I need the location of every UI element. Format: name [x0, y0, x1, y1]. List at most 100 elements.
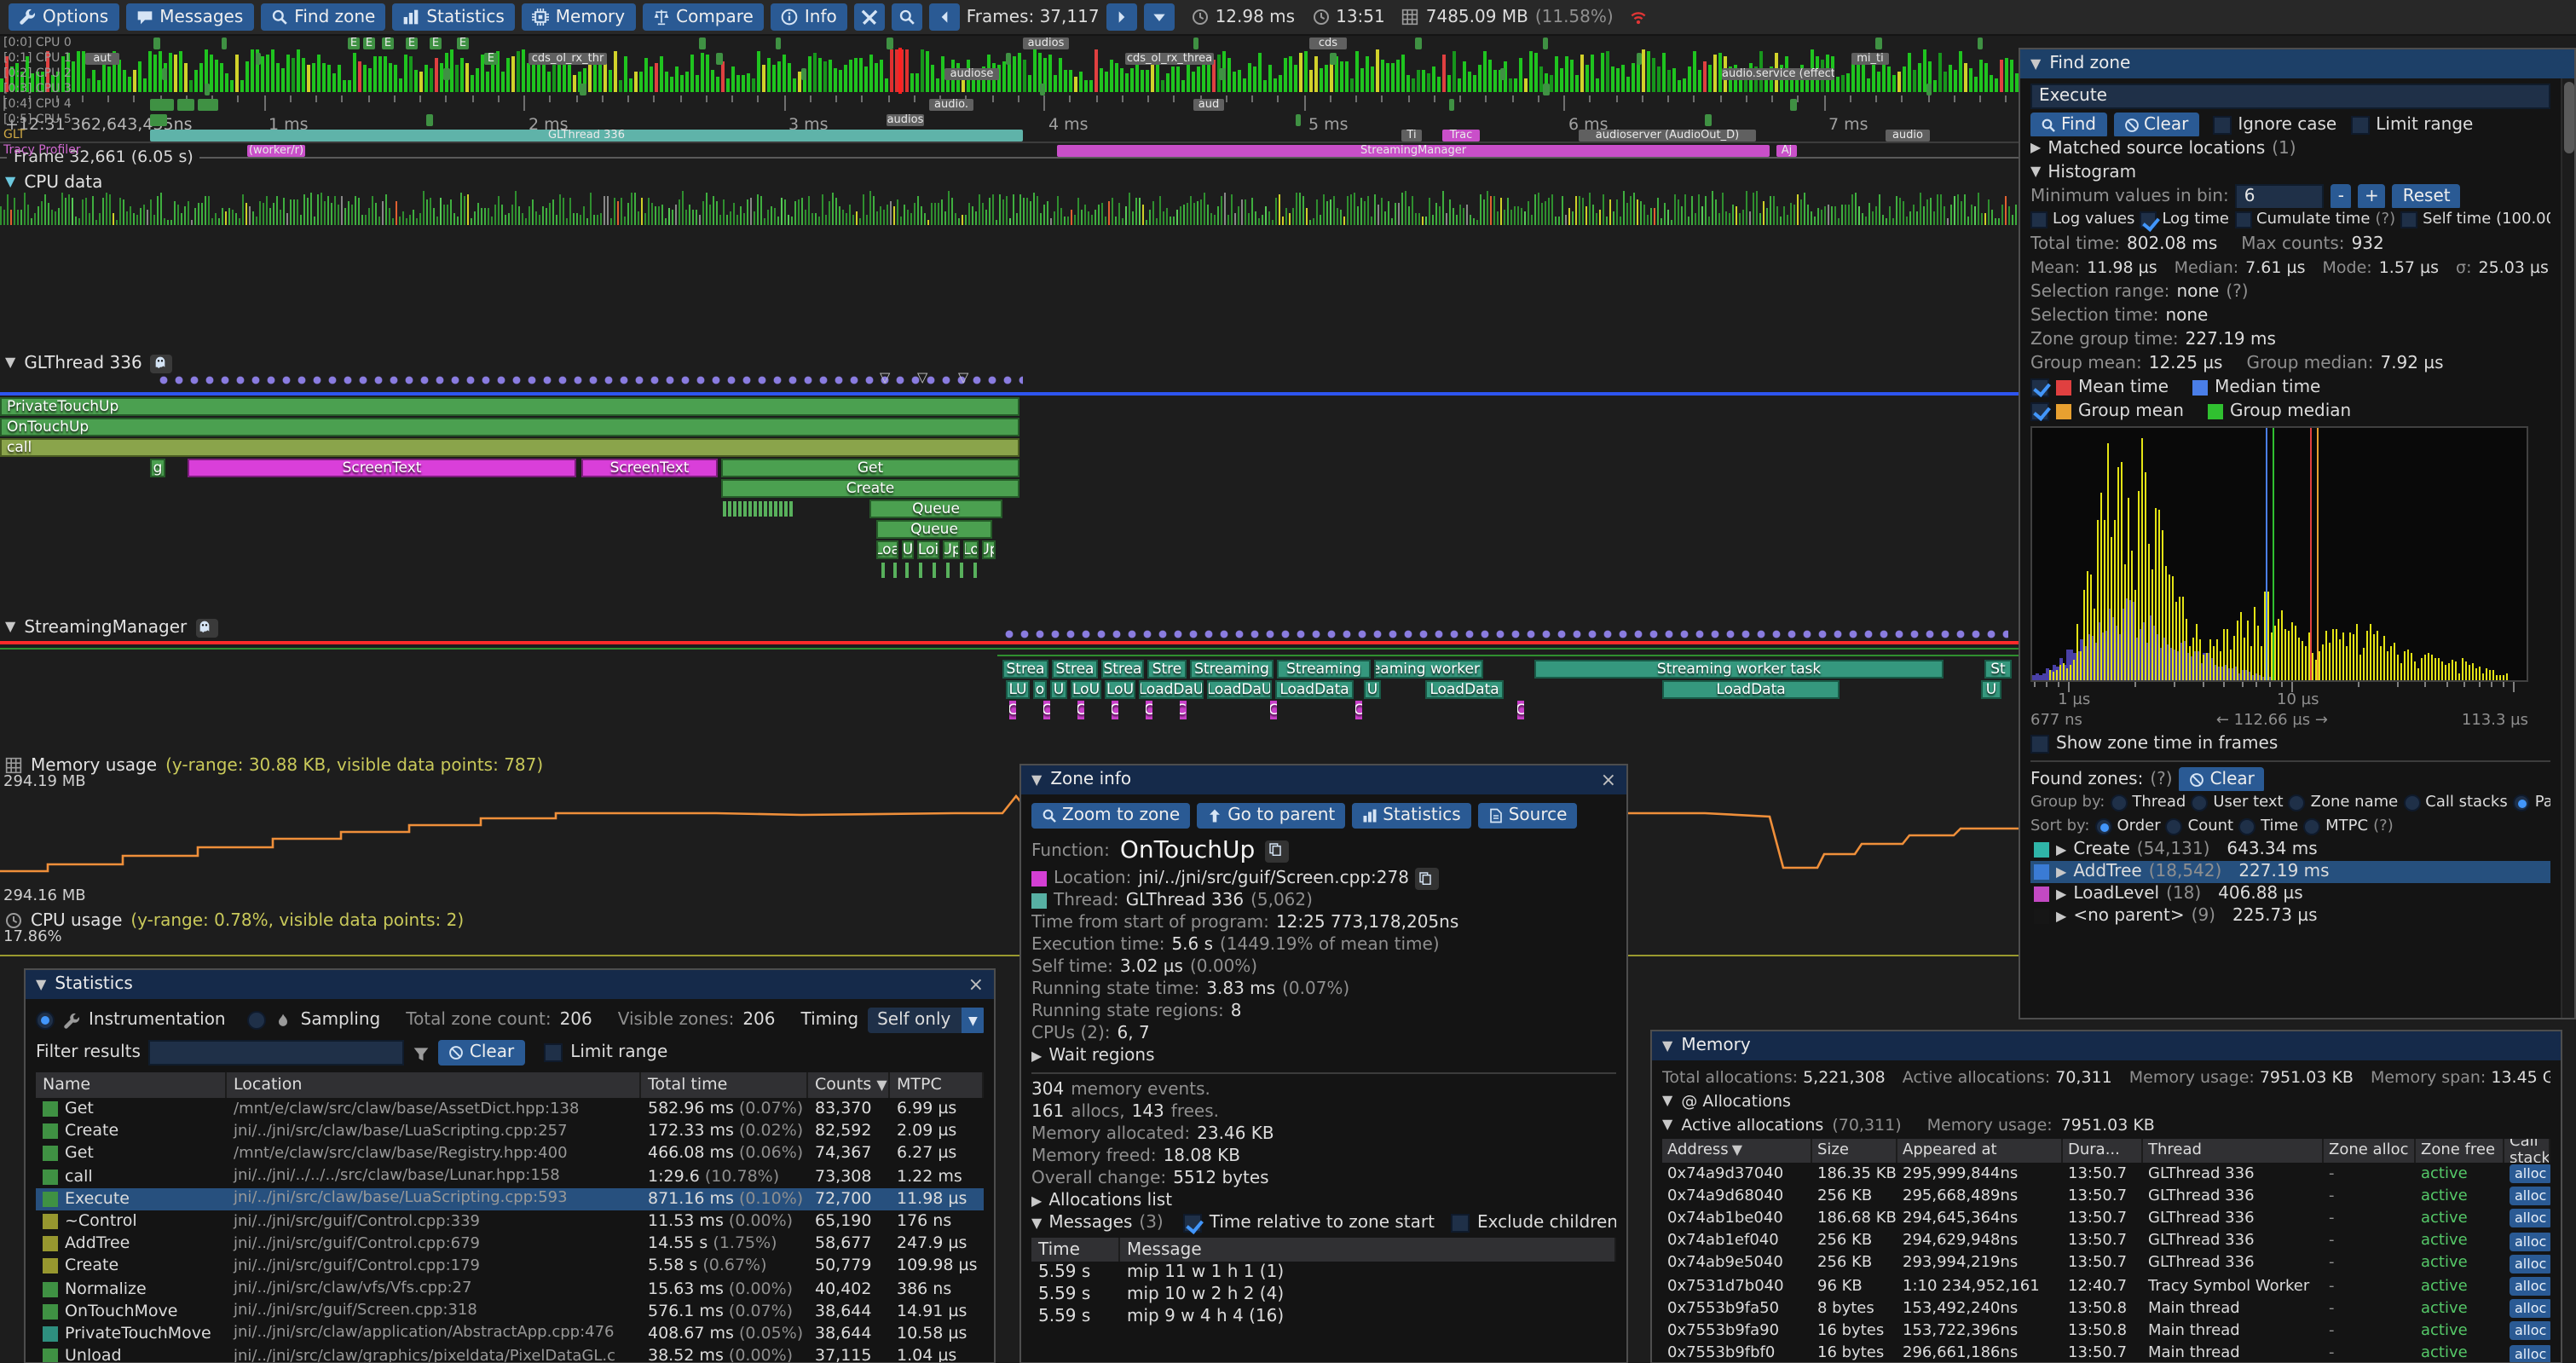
reset-button[interactable]: Reset: [2392, 184, 2461, 208]
cpu-zone[interactable]: [1296, 114, 1301, 126]
go-to-parent-button[interactable]: Go to parent: [1197, 803, 1346, 829]
message-marker-icon[interactable]: ▽: [958, 370, 969, 385]
cpu-zone-glthread-336[interactable]: GLThread 336: [150, 130, 1023, 141]
zone-c[interactable]: C: [1270, 701, 1277, 719]
column-header-appeared-at[interactable]: Appeared at: [1897, 1139, 2063, 1163]
cpu-zone-e[interactable]: E: [457, 38, 469, 49]
allocation-row[interactable]: 0x7553b9fa50 8 bytes 153,492,240ns 13:50.8 M…: [1662, 1297, 2550, 1320]
cpu-zone[interactable]: [1978, 38, 1983, 49]
cpu-zone[interactable]: [1330, 53, 1337, 65]
message-row[interactable]: 5.59 s mip 9 w 4 h 4 (16): [1038, 1308, 1285, 1326]
zone-g[interactable]: g: [150, 459, 165, 477]
zone-tick[interactable]: [905, 563, 909, 578]
scrollbar[interactable]: [2561, 78, 2574, 1018]
cpu-zone[interactable]: [1926, 84, 1932, 95]
instrumentation-radio[interactable]: [36, 1011, 55, 1030]
zone-tick[interactable]: [774, 501, 777, 517]
zone-c[interactable]: C: [1112, 701, 1118, 719]
toolbar-button-info[interactable]: Info: [770, 3, 847, 31]
zone-u[interactable]: U: [1981, 680, 2001, 699]
glthread-header[interactable]: ▼ GLThread 336: [5, 353, 173, 373]
gl-messages-row[interactable]: ▽ ▽ ▽: [157, 370, 1023, 387]
zone-streaming-worker-tas[interactable]: Streaming worker tas: [1374, 660, 1483, 679]
close-icon[interactable]: ×: [967, 973, 984, 996]
zone-c[interactable]: C: [1009, 701, 1016, 719]
statistics-titlebar[interactable]: ▼ Statistics ×: [26, 970, 994, 999]
zone-tick[interactable]: [881, 563, 885, 578]
sampling-radio[interactable]: [247, 1011, 267, 1030]
zone-tick[interactable]: [733, 501, 736, 517]
column-header-zone-free[interactable]: Zone free: [2416, 1139, 2504, 1163]
allocation-row[interactable]: 0x74a9d68040 256 KB 295,668,489ns 13:50.7 GL…: [1662, 1185, 2550, 1207]
clear-groups-button[interactable]: Clear: [2179, 767, 2265, 791]
alloc-callstack-button[interactable]: alloc: [2510, 1187, 2550, 1206]
cpu-zone[interactable]: [1415, 38, 1422, 49]
cpu-zone-ti[interactable]: Ti: [1401, 130, 1422, 141]
message-marker-icon[interactable]: ▽: [880, 370, 891, 385]
zone-tick[interactable]: [754, 501, 757, 517]
group-by-radio-parent[interactable]: [2512, 794, 2530, 811]
cpu-zone-cds-ol-rx-threa[interactable]: cds_ol_rx_threa: [1125, 53, 1214, 65]
message-row[interactable]: 5.59 s mip 10 w 2 h 2 (4): [1038, 1285, 1285, 1304]
zone-tick[interactable]: [764, 501, 767, 517]
column-header-name[interactable]: Name: [36, 1072, 227, 1098]
zone-screentext[interactable]: ScreenText: [188, 459, 576, 477]
timing-combo[interactable]: Self only ▼: [867, 1008, 984, 1033]
allocations-list-toggle[interactable]: ▶ Allocations list: [1031, 1192, 1173, 1210]
self-time-checkbox[interactable]: [2400, 211, 2418, 228]
alloc-callstack-button[interactable]: alloc: [2510, 1344, 2550, 1362]
cpu-zone[interactable]: [1500, 68, 1505, 80]
zone-c[interactable]: C: [1077, 701, 1084, 719]
allocation-row[interactable]: 0x74ab9e5040 256 KB 293,994,219ns 13:50.7 GL…: [1662, 1253, 2550, 1275]
zone-c[interactable]: C: [1355, 701, 1362, 719]
cpu-zone[interactable]: [1219, 68, 1226, 80]
allocation-row[interactable]: 0x74ab1ef040 256 KB 294,629,948ns 13:50.7 GL…: [1662, 1230, 2550, 1252]
memory-plot-header[interactable]: Memory usage (y-range: 30.88 KB, visible…: [5, 755, 543, 776]
cpu-zone[interactable]: [580, 84, 586, 95]
zone-ontouchup[interactable]: OnTouchUp: [0, 418, 1019, 436]
stats-row-create[interactable]: Create jni/../jni/src/guif/Control.cpp:17…: [36, 1256, 984, 1278]
stats-row-unload[interactable]: Unload jni/../jni/src/claw/graphics/pixel…: [36, 1345, 984, 1362]
zone-info-titlebar[interactable]: ▼ Zone info ×: [1021, 765, 1626, 794]
expanded-icon[interactable]: ▼: [5, 619, 16, 634]
mean-time-checkbox[interactable]: [2030, 378, 2049, 396]
cpu-zone[interactable]: [1875, 38, 1882, 49]
toolbar-button-messages[interactable]: Messages: [125, 3, 254, 31]
cpu-zone-worker-r[interactable]: (worker/r): [247, 145, 305, 157]
cpu-zone[interactable]: [162, 68, 167, 80]
exclude-children-checkbox[interactable]: [1451, 1214, 1470, 1233]
cpu-zone-aj[interactable]: Aj: [1776, 145, 1797, 157]
next-frame-button[interactable]: [1106, 3, 1137, 31]
zone-st[interactable]: St: [1984, 660, 2012, 679]
cpu-zone[interactable]: [1006, 53, 1011, 65]
column-header-zone-alloc[interactable]: Zone alloc: [2324, 1139, 2416, 1163]
timeline-ruler[interactable]: +12:31 362,643,435ns 1 ms 2 ms 3 ms 4 ms 5 m…: [0, 95, 2019, 143]
cpu-zone-audios[interactable]: audios: [1023, 38, 1069, 49]
sort-by-radio-mtpc[interactable]: [2303, 818, 2321, 835]
zone-tick[interactable]: [779, 501, 783, 517]
ghost-zones-button[interactable]: [195, 618, 218, 637]
zone-screentext[interactable]: ScreenText: [581, 459, 718, 477]
stream-messages-row[interactable]: [1002, 627, 2008, 641]
zone-queue[interactable]: Queue: [876, 520, 992, 539]
cpu-zone[interactable]: [1637, 53, 1642, 65]
matched-locations-toggle[interactable]: ▶ Matched source locations (1): [2030, 139, 2296, 158]
goto-frame-button[interactable]: [891, 3, 922, 31]
allocation-row[interactable]: 0x74a9d37040 186.35 KB 295,999,844ns 13:50.…: [1662, 1163, 2550, 1185]
zone-tick[interactable]: [748, 501, 752, 517]
stats-row-normalize[interactable]: Normalize jni/../jni/src/claw/vfs/Vfs.cpp…: [36, 1278, 984, 1300]
zone-loaddau[interactable]: LoadDaU: [1139, 680, 1204, 699]
zone-tick[interactable]: [960, 563, 963, 578]
stats-row-privatetouchmove[interactable]: PrivateTouchMove jni/../jni/src/claw/appl…: [36, 1323, 984, 1345]
log-values-checkbox[interactable]: [2030, 211, 2048, 228]
find-zone-titlebar[interactable]: ▼ Find zone: [2020, 49, 2574, 78]
stats-row-create[interactable]: Create jni/../jni/src/claw/base/LuaScript…: [36, 1120, 984, 1142]
zone-tick[interactable]: [743, 501, 747, 517]
zone-c[interactable]: C: [1043, 701, 1050, 719]
cpu-zone[interactable]: [716, 53, 723, 65]
find-button[interactable]: Find: [2030, 113, 2106, 136]
zone-tick[interactable]: [973, 563, 977, 578]
tools-button[interactable]: [853, 3, 885, 31]
column-header-message[interactable]: Message: [1120, 1238, 1616, 1262]
zone-loi[interactable]: Loi: [917, 540, 939, 559]
